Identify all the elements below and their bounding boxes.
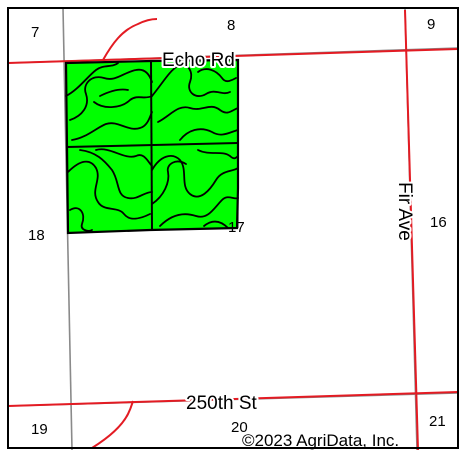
section-number-7: 7 bbox=[31, 24, 39, 41]
echo-rd-line bbox=[7, 48, 459, 64]
section-number-18: 18 bbox=[28, 227, 45, 244]
section-number-19: 19 bbox=[31, 421, 48, 438]
section-numbers: 7 8 9 16 17 18 19 20 21 bbox=[28, 16, 447, 438]
section-number-17: 17 bbox=[228, 219, 245, 236]
section-number-21: 21 bbox=[429, 413, 446, 430]
section-number-20: 20 bbox=[231, 419, 248, 436]
section-number-8: 8 bbox=[227, 17, 235, 34]
roads bbox=[7, 9, 459, 451]
250th-st-line bbox=[7, 391, 459, 407]
road-labels: Echo Rd 250th St Fir Ave bbox=[160, 48, 417, 416]
section-number-16: 16 bbox=[430, 214, 447, 231]
field-parcel[interactable] bbox=[64, 58, 240, 235]
section-number-9: 9 bbox=[427, 16, 435, 33]
contour-lines bbox=[65, 62, 239, 232]
road-label-250th-st: 250th St bbox=[186, 393, 257, 414]
map-frame-border bbox=[7, 7, 459, 449]
creek-road-north bbox=[102, 18, 158, 61]
field-divider-vertical bbox=[150, 60, 153, 231]
road-label-fir-ave: Fir Ave bbox=[394, 182, 415, 241]
creek-road-south bbox=[91, 400, 134, 449]
field-divider-horizontal bbox=[66, 142, 239, 148]
copyright-notice: ©2023 AgriData, Inc. bbox=[242, 431, 399, 450]
road-label-echo-rd: Echo Rd bbox=[162, 50, 235, 71]
fir-ave-line bbox=[404, 9, 419, 451]
